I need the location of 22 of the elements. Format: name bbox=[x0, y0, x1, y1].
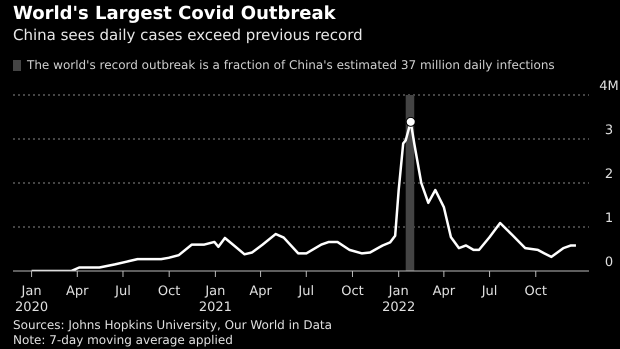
x-tick-label: Jan 2022 bbox=[382, 284, 416, 315]
y-tick-label: 4M bbox=[599, 79, 619, 94]
x-tick-label: Jul bbox=[114, 284, 131, 299]
x-tick-label: Jan 2021 bbox=[198, 284, 232, 315]
x-tick-label: Apr bbox=[432, 284, 456, 299]
y-tick-label: 2 bbox=[604, 167, 614, 182]
x-tick-label: Oct bbox=[158, 284, 180, 299]
y-tick-label: 1 bbox=[604, 211, 614, 226]
x-tick-label: Oct bbox=[341, 284, 364, 299]
chart-subtitle: China sees daily cases exceed previous record bbox=[13, 26, 363, 44]
x-tick-label: Apr bbox=[66, 284, 90, 299]
y-tick-label: 3 bbox=[604, 123, 614, 138]
x-tick-label: Apr bbox=[249, 284, 272, 299]
text: Note: 7-day moving average applied bbox=[13, 333, 233, 347]
x-tick-label: Jul bbox=[297, 284, 314, 299]
x-tick-label: Oct bbox=[524, 284, 548, 299]
x-tick-label: Jul bbox=[480, 284, 498, 299]
x-tick-label: Jan 2020 bbox=[15, 284, 48, 315]
y-tick-label: 0 bbox=[604, 255, 614, 270]
chart-title: World's Largest Covid Outbreak bbox=[13, 3, 336, 24]
source-note: Sources: Johns Hopkins University, Our World in Data bbox=[13, 318, 332, 332]
legend-label: The world's record outbreak is a fraction of China's estimated 37 million daily infections bbox=[27, 58, 555, 72]
